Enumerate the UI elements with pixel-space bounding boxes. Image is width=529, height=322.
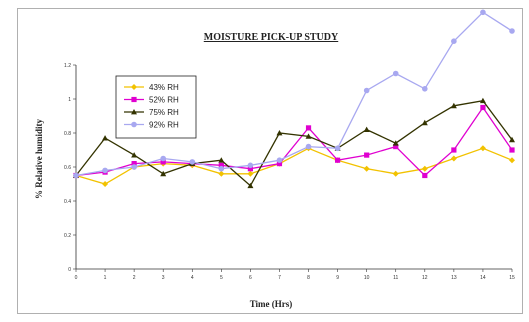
series-line	[75, 11, 513, 177]
chart-svg: MOISTURE PICK-UP STUDY Time (Hrs) % Rela…	[34, 9, 515, 309]
x-tick-label: 10	[364, 275, 370, 281]
data-point	[276, 130, 283, 136]
data-point	[509, 136, 515, 143]
x-tick-label: 9	[336, 275, 339, 281]
chart-frame: MOISTURE PICK-UP STUDY Time (Hrs) % Rela…	[17, 8, 523, 314]
data-point	[480, 9, 486, 16]
legend: 43% RH 52% RH 75% RH 92% RH	[115, 75, 197, 139]
legend-label: 43% RH	[149, 83, 179, 92]
series-line	[75, 99, 513, 187]
legend-swatch-marker	[131, 96, 137, 103]
data-point	[422, 86, 428, 92]
data-point	[392, 70, 399, 77]
x-tick-label: 11	[393, 275, 398, 281]
x-tick-label: 1	[104, 275, 107, 281]
data-point	[422, 172, 428, 179]
series-92rh-rh	[73, 9, 515, 179]
data-point	[364, 152, 370, 158]
x-axis-title: Time (Hrs)	[250, 299, 293, 309]
data-point	[421, 119, 428, 126]
data-point	[509, 147, 515, 153]
data-point	[392, 140, 399, 146]
data-point	[218, 157, 225, 163]
data-point	[334, 145, 341, 152]
legend-item: 92% RH	[124, 121, 179, 130]
y-tick-label: 1.2	[64, 63, 71, 69]
chart-title: MOISTURE PICK-UP STUDY	[204, 32, 339, 43]
y-tick-label: 0	[68, 267, 71, 273]
data-point	[451, 38, 457, 44]
legend-swatch-marker	[131, 84, 137, 90]
data-point	[479, 97, 486, 104]
data-point	[450, 155, 457, 162]
data-point	[335, 157, 341, 163]
legend-label: 52% RH	[149, 96, 179, 105]
data-point	[421, 165, 428, 172]
data-point	[450, 102, 457, 109]
data-point	[451, 147, 457, 153]
x-tick-label: 7	[278, 275, 281, 281]
data-point	[247, 166, 253, 172]
data-point	[73, 172, 79, 179]
data-point	[218, 170, 225, 177]
data-point	[509, 28, 515, 34]
data-point	[160, 159, 166, 165]
legend-item: 75% RH	[124, 108, 179, 117]
data-point	[160, 170, 167, 177]
data-point	[480, 104, 486, 111]
data-point	[276, 161, 283, 167]
legend-box	[115, 75, 197, 139]
y-tick-label: 0.6	[64, 165, 71, 171]
x-tick-label: 15	[509, 275, 515, 281]
data-point	[363, 87, 370, 94]
x-tick-label: 14	[480, 275, 486, 281]
data-point	[189, 159, 196, 165]
data-point	[305, 143, 312, 150]
data-point	[509, 157, 515, 164]
data-point	[218, 162, 224, 168]
x-tick-label: 6	[249, 275, 252, 281]
data-point	[131, 152, 138, 158]
legend-item: 43% RH	[124, 83, 179, 92]
x-tick-label: 5	[220, 275, 223, 281]
data-point	[393, 144, 399, 150]
y-tick-label: 0.8	[64, 131, 71, 137]
data-point	[392, 170, 399, 177]
data-point	[363, 126, 370, 132]
data-point	[479, 145, 486, 152]
data-point	[363, 165, 370, 172]
data-point	[131, 161, 137, 167]
data-point	[247, 170, 254, 177]
x-tick-label: 8	[307, 275, 310, 281]
legend-label: 75% RH	[149, 108, 179, 117]
y-tick-label: 0.2	[64, 233, 71, 239]
y-axis-title: % Relative humidity	[34, 119, 44, 199]
data-point	[276, 157, 283, 163]
data-point	[102, 167, 108, 174]
data-point	[102, 181, 109, 187]
y-tick-label: 1	[68, 97, 71, 103]
x-tick-label: 12	[422, 275, 428, 281]
data-point	[305, 133, 312, 139]
series-layer	[73, 9, 515, 189]
data-point	[131, 164, 137, 170]
y-tick-label: 0.4	[64, 199, 71, 205]
data-point	[247, 182, 254, 189]
x-tick-label: 2	[133, 275, 136, 281]
legend-label: 92% RH	[149, 121, 179, 130]
data-point	[102, 135, 109, 141]
legend-swatch-marker	[131, 121, 137, 128]
x-tick-label: 4	[191, 275, 194, 281]
x-tick-label: 13	[451, 275, 457, 281]
legend-swatch-marker	[131, 109, 137, 115]
x-tick-label: 3	[162, 275, 165, 281]
data-point	[247, 162, 254, 169]
data-point	[160, 155, 166, 162]
x-tick-label: 0	[75, 275, 78, 281]
data-point	[218, 165, 225, 172]
legend-item: 52% RH	[124, 96, 179, 105]
data-point	[305, 125, 312, 131]
